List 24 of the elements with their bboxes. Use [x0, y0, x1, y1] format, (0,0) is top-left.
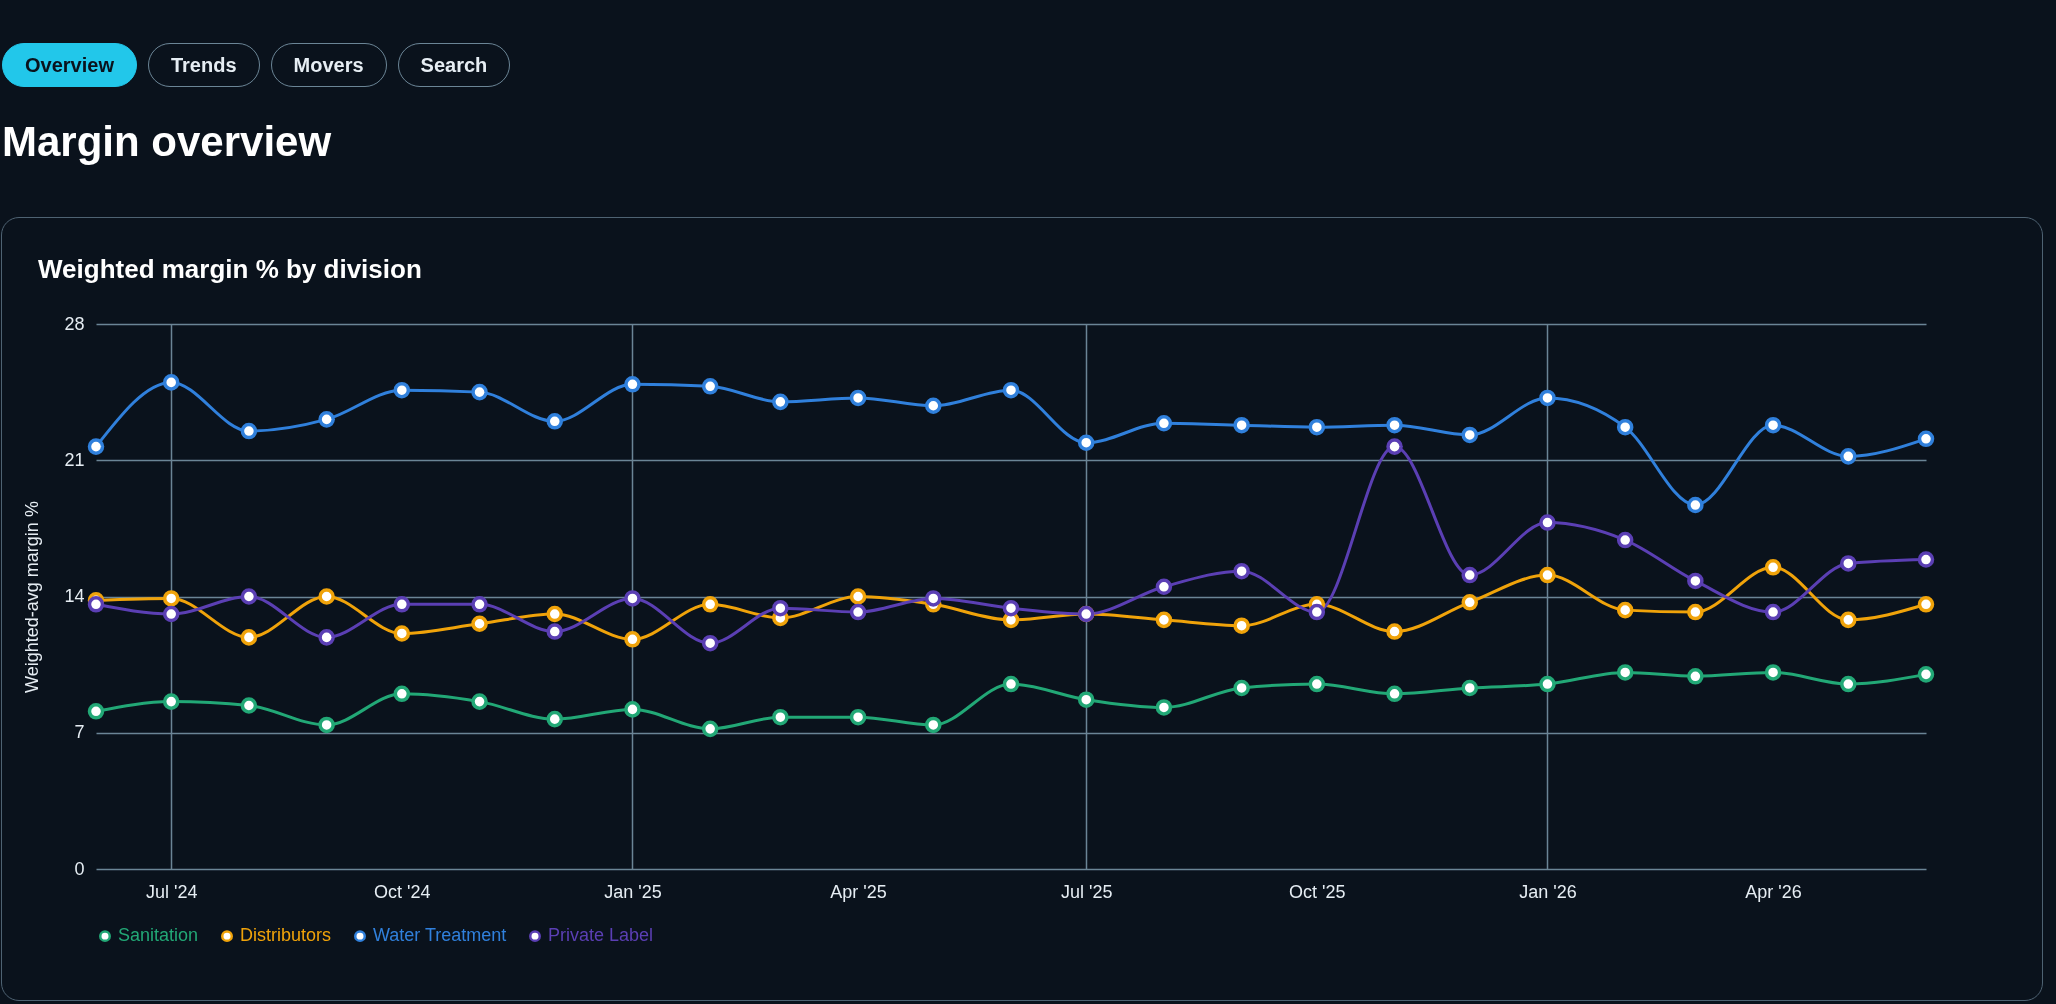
- chart-subtitle: Weighted margin % by division: [38, 254, 422, 285]
- x-tick-label: Jul '25: [1060, 881, 1113, 902]
- y-tick-label: 7: [74, 722, 85, 743]
- chart-title: Margin overview: [2, 118, 332, 166]
- text: Overview: [2, 43, 137, 87]
- x-tick-label: Apr '25: [830, 881, 887, 902]
- y-tick-label: 14: [64, 586, 85, 606]
- y-tick-label: 28: [64, 313, 85, 334]
- x-tick-label: Oct '25: [1289, 881, 1346, 902]
- legend-label: Distributors: [240, 925, 332, 946]
- x-tick-label: Jan '26: [1519, 881, 1577, 902]
- y-tick-label: 0: [74, 858, 85, 879]
- legend-label: Private Label: [548, 925, 654, 946]
- text: Movers: [270, 43, 387, 87]
- x-tick-label: Jan '25: [604, 881, 662, 902]
- y-axis-title: Weighted-avg margin %: [22, 501, 43, 693]
- x-tick-label: Jul '24: [145, 881, 198, 902]
- text: Search: [397, 43, 511, 87]
- x-tick-label: Oct '24: [374, 881, 431, 902]
- text: Trends: [147, 43, 260, 87]
- y-tick-label: 21: [64, 449, 85, 470]
- legend-label: Water Treatment: [373, 925, 507, 946]
- x-tick-label: Apr '26: [1745, 881, 1802, 902]
- legend-label: Sanitation: [118, 925, 199, 946]
